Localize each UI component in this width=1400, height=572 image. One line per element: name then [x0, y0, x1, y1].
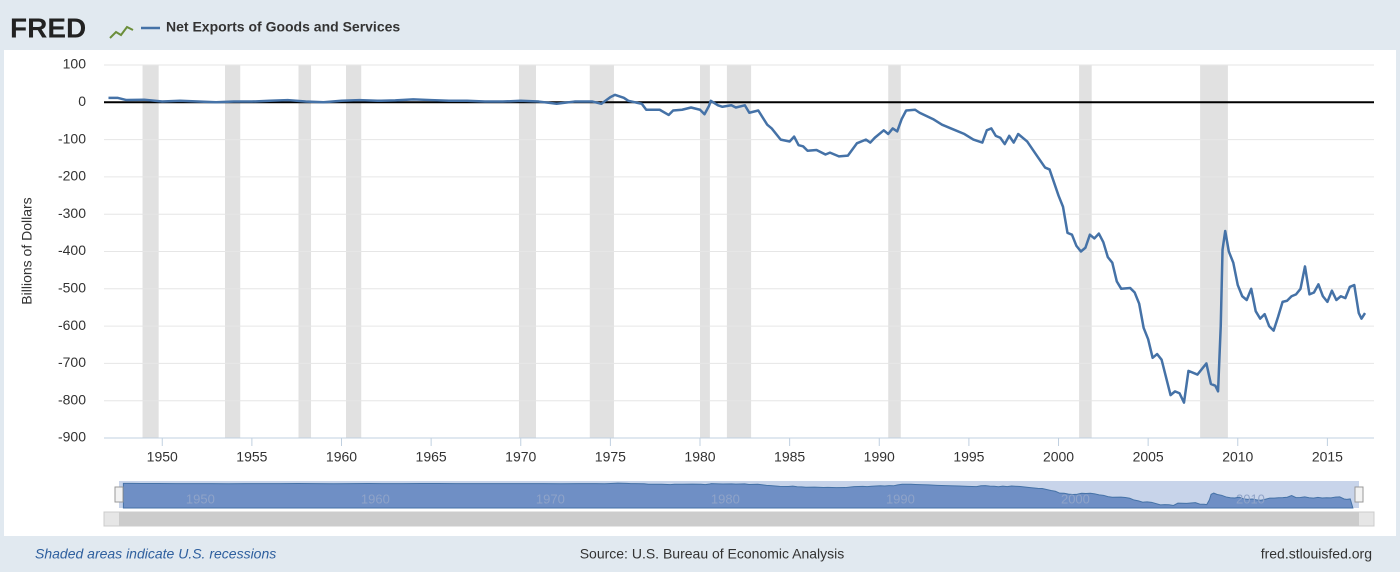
x-tick-label: 1965 — [416, 449, 447, 465]
scrollbar-thumb[interactable] — [119, 512, 1359, 526]
navigator-tick-label: 1970 — [536, 491, 565, 506]
x-tick-label: 1975 — [595, 449, 626, 465]
navigator-tick-label: 1990 — [886, 491, 915, 506]
navigator-handle[interactable] — [114, 486, 124, 503]
y-tick-label: 0 — [78, 93, 86, 109]
y-tick-label: -900 — [58, 429, 86, 445]
x-tick-label: 1950 — [147, 449, 178, 465]
logo: FRED — [10, 12, 86, 43]
y-tick-label: -400 — [58, 242, 86, 258]
data-line — [108, 93, 1367, 404]
navigator-area — [122, 482, 1354, 509]
y-tick-label: -100 — [58, 130, 86, 146]
y-tick-label: -200 — [58, 168, 86, 184]
y-tick-label: -300 — [58, 205, 86, 221]
y-tick-label: -600 — [58, 317, 86, 333]
x-tick-label: 2010 — [1222, 449, 1253, 465]
x-tick-label: 2000 — [1043, 449, 1074, 465]
x-tick-label: 2015 — [1312, 449, 1343, 465]
x-tick-label: 1985 — [774, 449, 805, 465]
footer-site[interactable]: fred.stlouisfed.org — [1261, 546, 1372, 562]
y-tick-label: -500 — [58, 280, 86, 296]
navigator-tick-label: 1950 — [186, 491, 215, 506]
x-tick-label: 1960 — [326, 449, 357, 465]
x-tick-label: 1995 — [953, 449, 984, 465]
y-tick-label: -700 — [58, 354, 86, 370]
navigator-tick-label: 1980 — [711, 491, 740, 506]
y-tick-label: 100 — [63, 56, 87, 72]
navigator-handle[interactable] — [1354, 486, 1364, 503]
x-tick-label: 1980 — [684, 449, 715, 465]
y-tick-label: -800 — [58, 391, 86, 407]
x-tick-label: 1970 — [505, 449, 536, 465]
legend-label: Net Exports of Goods and Services — [166, 19, 400, 35]
x-tick-label: 1955 — [236, 449, 267, 465]
y-axis-label: Billions of Dollars — [19, 197, 35, 304]
navigator-tick-label: 1960 — [361, 491, 390, 506]
x-tick-label: 1990 — [864, 449, 895, 465]
footer-note[interactable]: Shaded areas indicate U.S. recessions — [35, 546, 276, 562]
navigator-tick-label: 2000 — [1061, 491, 1090, 506]
footer-source: Source: U.S. Bureau of Economic Analysis — [580, 546, 845, 562]
x-tick-label: 2005 — [1133, 449, 1164, 465]
logo-icon — [109, 25, 134, 39]
navigator-tick-label: 2010 — [1236, 491, 1265, 506]
